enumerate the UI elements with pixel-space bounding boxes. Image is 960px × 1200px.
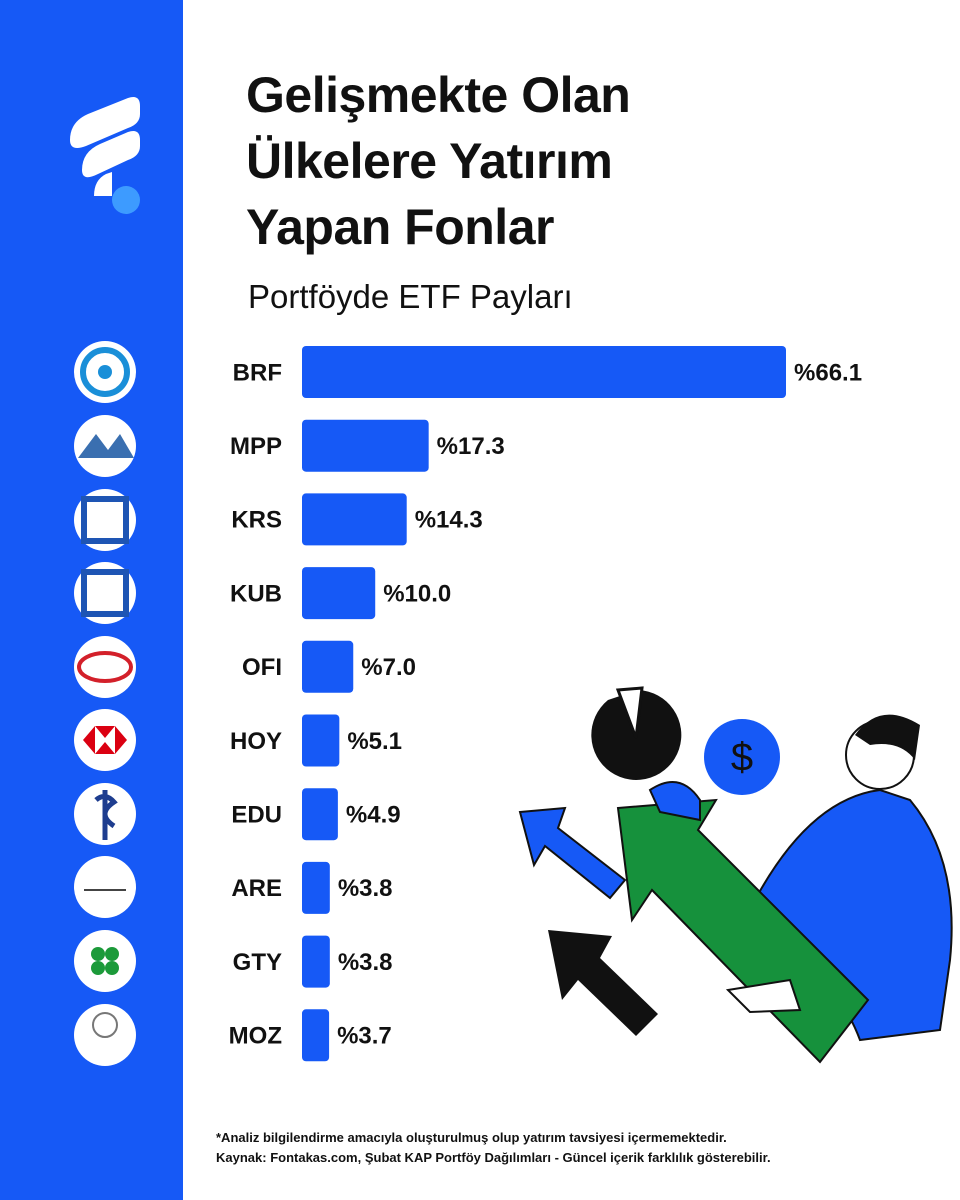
value-label: %17.3 bbox=[437, 433, 505, 460]
bar bbox=[302, 346, 786, 398]
dollar-icon: $ bbox=[731, 736, 753, 780]
value-label: %3.8 bbox=[338, 875, 393, 902]
category-label: BRF bbox=[233, 359, 282, 386]
value-label: %4.9 bbox=[346, 802, 401, 829]
bar bbox=[302, 640, 354, 693]
value-label: %5.1 bbox=[347, 728, 402, 755]
category-label: EDU bbox=[231, 802, 282, 829]
bar bbox=[302, 861, 330, 914]
bar bbox=[302, 935, 330, 988]
source: Kaynak: Fontakas.com, Şubat KAP Portföy … bbox=[216, 1150, 771, 1165]
category-label: OFI bbox=[242, 654, 282, 681]
fund-logos bbox=[74, 341, 136, 1066]
category-label: ARE bbox=[231, 875, 282, 902]
category-label: GTY bbox=[233, 949, 282, 976]
category-label: KRS bbox=[231, 507, 282, 534]
bar bbox=[302, 1009, 330, 1062]
category-label: KUB bbox=[230, 580, 282, 607]
category-label: MOZ bbox=[229, 1023, 282, 1050]
category-label: MPP bbox=[230, 433, 282, 460]
chart-subtitle: Portföyde ETF Payları bbox=[248, 278, 573, 315]
value-label: %7.0 bbox=[361, 654, 416, 681]
category-label: HOY bbox=[230, 728, 282, 755]
value-label: %3.7 bbox=[337, 1023, 392, 1050]
footnote: *Analiz bilgilendirme amacıyla oluşturul… bbox=[216, 1130, 727, 1145]
bar bbox=[302, 714, 340, 767]
value-label: %3.8 bbox=[338, 949, 393, 976]
value-label: %66.1 bbox=[794, 359, 862, 386]
value-label: %10.0 bbox=[383, 580, 451, 607]
chart-title: Gelişmekte Olan Ülkelere Yatırım Yapan F… bbox=[246, 67, 631, 255]
bar bbox=[302, 493, 407, 546]
brand-logo bbox=[70, 97, 140, 214]
illustration: $ bbox=[518, 686, 953, 1064]
value-label: %14.3 bbox=[415, 507, 483, 534]
bar bbox=[302, 567, 376, 620]
bar bbox=[302, 788, 338, 841]
bar bbox=[302, 419, 429, 472]
